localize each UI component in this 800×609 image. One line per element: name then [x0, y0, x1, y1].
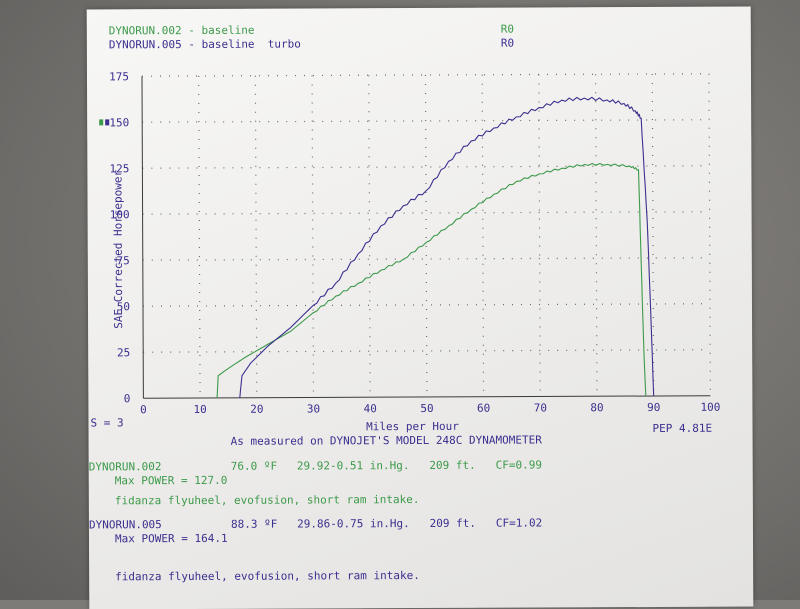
x-tick-label-70: 70 [534, 401, 547, 414]
y-axis-line [141, 76, 144, 399]
grid-line-x-40 [368, 75, 371, 398]
y-tick-label-25: 25 [117, 346, 130, 359]
x-axis-line [143, 395, 711, 399]
x-tick-label-90: 90 [647, 401, 660, 414]
grid-line-x-30 [311, 75, 315, 398]
y-tick-label-50: 50 [117, 300, 130, 313]
run2-notes: fidanza flyuheel, evofusion, short ram i… [115, 569, 420, 584]
grid-line-x-60 [481, 74, 485, 397]
legend-swatch-green [99, 119, 104, 126]
y-tick-label-175: 175 [109, 70, 129, 83]
grid-line-x-70 [538, 74, 541, 397]
run1-name: DYNORUN.002 [88, 460, 162, 474]
x-tick-label-50: 50 [420, 402, 433, 415]
grid-line-x-20 [254, 75, 258, 398]
run2-name: DYNORUN.005 [88, 518, 162, 532]
y-tick-label-150: 150 [109, 116, 129, 129]
x-tick-label-40: 40 [364, 402, 377, 415]
dyno-printout: DYNORUN.002 - baseline R0 DYNORUN.005 - … [86, 6, 754, 609]
legend-swatch-blue [105, 119, 110, 126]
grid-line-y-75 [142, 257, 710, 261]
chart-grid [141, 73, 711, 398]
x-tick-label-80: 80 [590, 401, 603, 414]
x-axis-label: Miles per Hour [366, 420, 459, 433]
series-line-2 [239, 96, 655, 398]
x-tick-label-60: 60 [477, 402, 490, 415]
run1-max-power: Max POWER = 127.0 [114, 473, 228, 488]
x-tick-label-10: 10 [193, 403, 206, 416]
chart-axes [141, 76, 711, 399]
y-tick-label-100: 100 [110, 208, 130, 221]
x-tick-label-100: 100 [700, 401, 720, 414]
run2-conditions: 88.3 ºF 29.86-0.75 in.Hg. 209 ft. CF=1.0… [230, 516, 543, 531]
grid-line-y-25 [143, 349, 711, 353]
chart-series [216, 96, 655, 398]
x-tick-label-20: 20 [250, 403, 263, 416]
grid-line-y-50 [142, 303, 710, 307]
horsepower-chart: 0 10 20 30 40 50 60 70 80 90 100 0 25 50 75 100 125 150 1… [99, 70, 720, 433]
y-tick-labels: 0 25 50 75 100 125 150 175 [109, 70, 130, 405]
y-axis-label: SAE Corrected Horsepower [111, 169, 125, 328]
y-tick-label-0: 0 [124, 392, 131, 405]
y-tick-label-75: 75 [117, 254, 130, 267]
x-tick-labels: 0 10 20 30 40 50 60 70 80 90 100 [140, 401, 720, 417]
run2-max-power: Max POWER = 164.1 [114, 531, 228, 546]
grid-line-y-100 [142, 211, 710, 215]
pep-label: PEP 4.81E [652, 421, 713, 435]
run1-conditions: 76.0 ºF 29.92-0.51 in.Hg. 209 ft. CF=0.9… [230, 458, 542, 473]
grid-line-x-100 [708, 73, 711, 396]
run1-notes: fidanza flyuheel, evofusion, short ram i… [114, 493, 420, 508]
grid-line-x-80 [594, 74, 598, 397]
y-tick-label-125: 125 [109, 162, 129, 175]
x-tick-label-0: 0 [140, 403, 147, 416]
measured-by-label: As measured on DYNOJET'S MODEL 248C DYNA… [230, 433, 542, 448]
grid-line-x-50 [424, 74, 428, 397]
x-tick-label-30: 30 [307, 402, 320, 415]
grid-line-x-10 [198, 75, 201, 398]
smoothing-label: S = 3 [90, 416, 124, 430]
series-line-1 [216, 162, 647, 398]
